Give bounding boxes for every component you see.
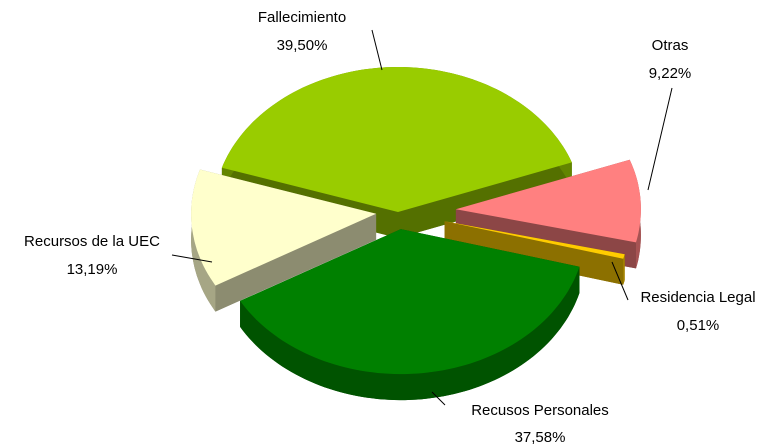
slice-top xyxy=(444,221,625,259)
slice-wall xyxy=(623,254,625,285)
slice-top xyxy=(455,159,641,243)
slice-value: 37,58% xyxy=(515,429,566,446)
slice-top xyxy=(221,67,572,212)
leader-line xyxy=(611,261,629,301)
slice xyxy=(191,169,377,312)
slice-wall xyxy=(191,169,216,312)
leader-line xyxy=(431,391,446,406)
slice-wall xyxy=(240,266,580,401)
leader-line xyxy=(371,29,383,71)
slice-label: Recursos de la UEC xyxy=(24,233,160,250)
slice-edge xyxy=(215,213,377,312)
slice-value: 13,19% xyxy=(67,261,118,278)
slice-label: Residencia Legal xyxy=(640,289,755,306)
leader-line xyxy=(647,87,673,191)
slice xyxy=(240,229,580,401)
pie xyxy=(191,67,641,401)
slice-label: Otras xyxy=(652,37,689,54)
leader-line xyxy=(171,254,213,263)
slice-label: Fallecimiento xyxy=(258,9,346,26)
slice-top xyxy=(191,169,377,286)
slice-value: 9,22% xyxy=(649,65,692,82)
slice-value: 0,51% xyxy=(677,317,720,334)
slice-value: 39,50% xyxy=(277,37,328,54)
slice-edge xyxy=(398,162,572,238)
slice-top xyxy=(240,229,580,375)
slice-label: Recusos Personales xyxy=(471,402,609,419)
